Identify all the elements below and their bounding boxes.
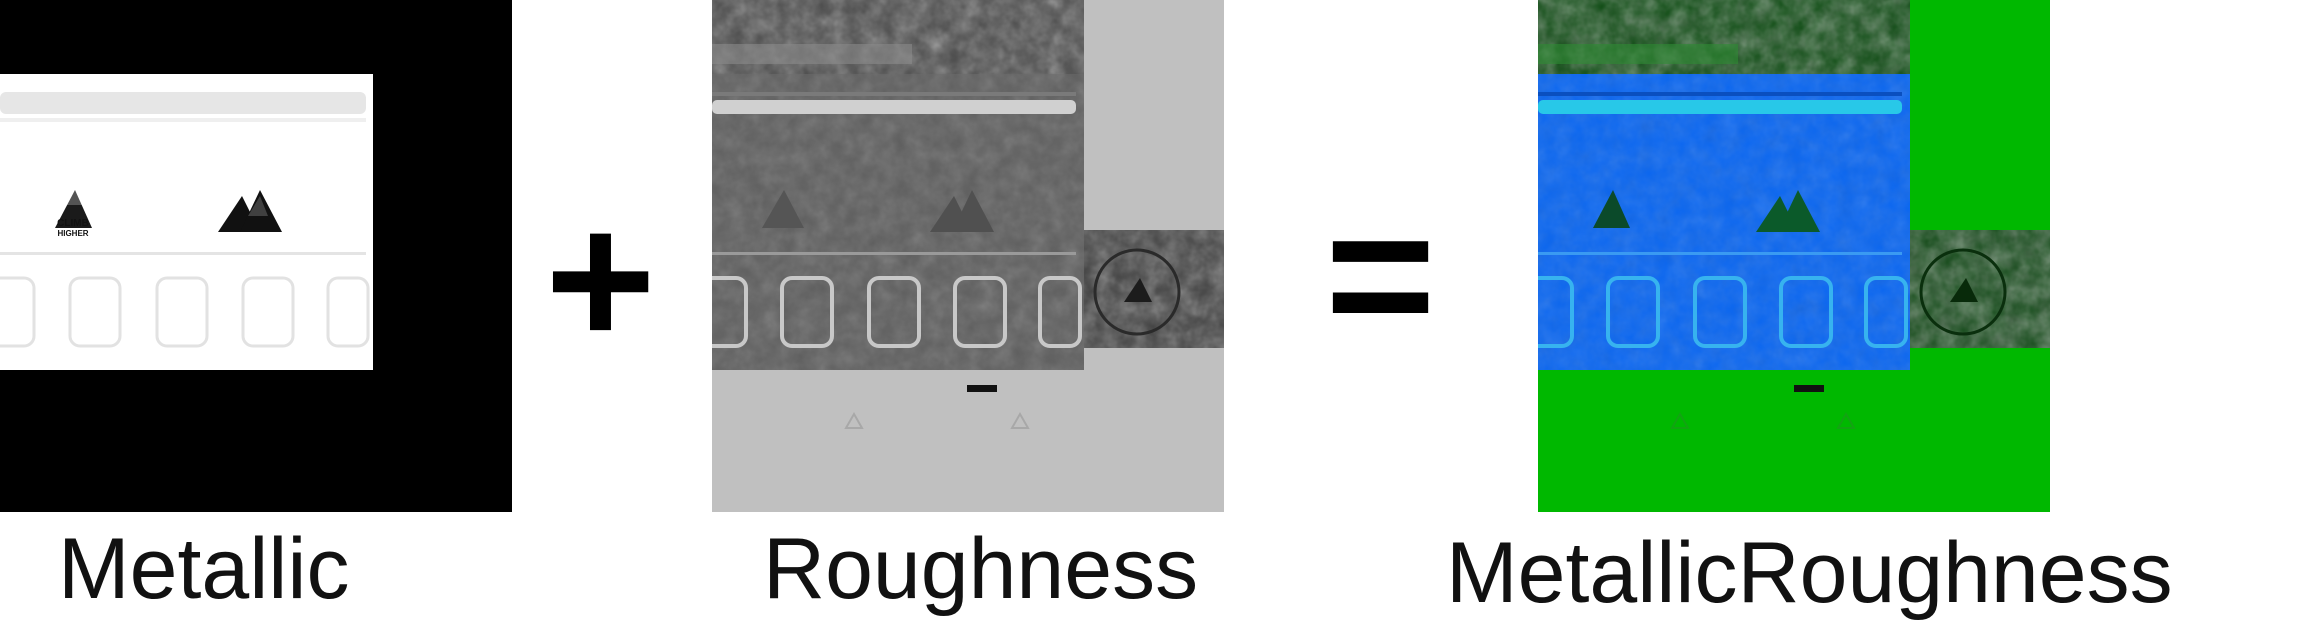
metallic-texture: CLIMB HIGHER xyxy=(0,0,512,512)
equals-operator: = xyxy=(1325,169,1436,381)
roughness-texture-image xyxy=(712,0,1224,512)
mountain-logo-icon xyxy=(218,190,282,232)
roughness-texture xyxy=(712,0,1224,512)
metallic-roughness-texture xyxy=(1538,0,2050,512)
caption-roughness: Roughness xyxy=(763,521,1199,617)
climb-logo-icon xyxy=(55,190,92,228)
logo-text-higher: HIGHER xyxy=(57,229,88,238)
plus-operator: + xyxy=(545,174,656,386)
logo-text-climb: CLIMB xyxy=(57,218,89,229)
metallic-roughness-texture-image xyxy=(1538,0,2050,512)
caption-metallic: Metallic xyxy=(58,521,350,617)
caption-metallic-roughness: MetallicRoughness xyxy=(1446,525,2173,621)
metallic-texture-image: CLIMB HIGHER xyxy=(0,0,512,512)
